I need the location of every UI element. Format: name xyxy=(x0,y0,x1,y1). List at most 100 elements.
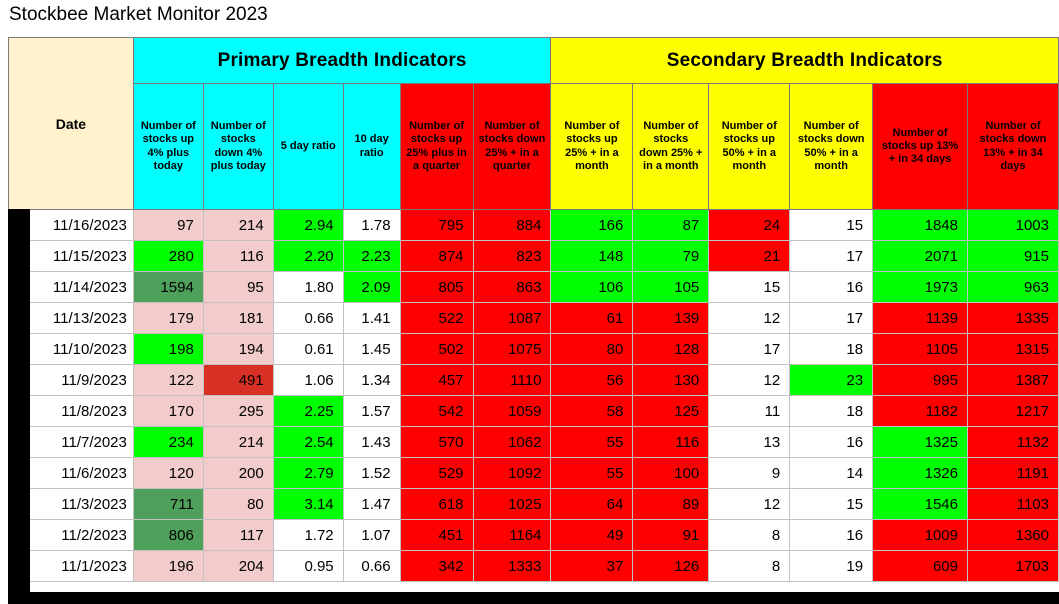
value-cell[interactable]: 0.61 xyxy=(272,333,344,365)
value-cell[interactable]: 55 xyxy=(550,457,634,489)
value-cell[interactable]: 1059 xyxy=(472,395,552,427)
value-cell[interactable]: 14 xyxy=(789,457,874,489)
value-cell[interactable]: 200 xyxy=(202,457,274,489)
value-cell[interactable]: 2.25 xyxy=(272,395,344,427)
value-cell[interactable]: 1.52 xyxy=(342,457,401,489)
value-cell[interactable]: 1.80 xyxy=(272,271,344,303)
value-cell[interactable]: 1360 xyxy=(966,519,1059,551)
value-cell[interactable]: 198 xyxy=(132,333,204,365)
primary-breadth-band-header[interactable]: Primary Breadth Indicators xyxy=(132,37,552,84)
value-cell[interactable]: 1387 xyxy=(966,364,1059,396)
value-cell[interactable]: 2.20 xyxy=(272,240,344,272)
value-cell[interactable]: 0.66 xyxy=(272,302,344,334)
column-header-5-day-ratio[interactable]: 5 day ratio xyxy=(272,83,344,210)
value-cell[interactable]: 128 xyxy=(632,333,710,365)
value-cell[interactable]: 963 xyxy=(966,271,1059,303)
value-cell[interactable]: 1325 xyxy=(872,426,968,458)
value-cell[interactable]: 166 xyxy=(550,209,634,241)
value-cell[interactable]: 863 xyxy=(472,271,552,303)
value-cell[interactable]: 2071 xyxy=(872,240,968,272)
value-cell[interactable]: 1335 xyxy=(966,302,1059,334)
value-cell[interactable]: 874 xyxy=(399,240,474,272)
value-cell[interactable]: 1092 xyxy=(472,457,552,489)
value-cell[interactable]: 17 xyxy=(789,302,874,334)
value-cell[interactable]: 1546 xyxy=(872,488,968,520)
value-cell[interactable]: 280 xyxy=(132,240,204,272)
value-cell[interactable]: 2.94 xyxy=(272,209,344,241)
value-cell[interactable]: 79 xyxy=(632,240,710,272)
value-cell[interactable]: 1139 xyxy=(872,302,968,334)
value-cell[interactable]: 1326 xyxy=(872,457,968,489)
value-cell[interactable]: 522 xyxy=(399,302,474,334)
value-cell[interactable]: 1973 xyxy=(872,271,968,303)
column-header-down-13pct-34-days[interactable]: Number of stocks down 13% + in 34 days xyxy=(966,83,1059,210)
column-header-down-50pct-month[interactable]: Number of stocks down 50% + in a month xyxy=(789,83,874,210)
value-cell[interactable]: 609 xyxy=(872,550,968,582)
value-cell[interactable]: 529 xyxy=(399,457,474,489)
value-cell[interactable]: 117 xyxy=(202,519,274,551)
value-cell[interactable]: 21 xyxy=(708,240,791,272)
value-cell[interactable]: 806 xyxy=(132,519,204,551)
value-cell[interactable]: 12 xyxy=(708,488,791,520)
value-cell[interactable]: 1703 xyxy=(966,550,1059,582)
value-cell[interactable]: 148 xyxy=(550,240,634,272)
value-cell[interactable]: 130 xyxy=(632,364,710,396)
value-cell[interactable]: 1.57 xyxy=(342,395,401,427)
value-cell[interactable]: 55 xyxy=(550,426,634,458)
column-header-10-day-ratio[interactable]: 10 day ratio xyxy=(342,83,401,210)
value-cell[interactable]: 805 xyxy=(399,271,474,303)
column-header-down-25pct-month[interactable]: Number of stocks down 25% + in a month xyxy=(632,83,710,210)
value-cell[interactable]: 1.45 xyxy=(342,333,401,365)
value-cell[interactable]: 1.06 xyxy=(272,364,344,396)
value-cell[interactable]: 711 xyxy=(132,488,204,520)
value-cell[interactable]: 1132 xyxy=(966,426,1059,458)
value-cell[interactable]: 884 xyxy=(472,209,552,241)
value-cell[interactable]: 23 xyxy=(789,364,874,396)
value-cell[interactable]: 3.14 xyxy=(272,488,344,520)
value-cell[interactable]: 795 xyxy=(399,209,474,241)
value-cell[interactable]: 64 xyxy=(550,488,634,520)
value-cell[interactable]: 295 xyxy=(202,395,274,427)
value-cell[interactable]: 116 xyxy=(202,240,274,272)
value-cell[interactable]: 1217 xyxy=(966,395,1059,427)
value-cell[interactable]: 823 xyxy=(472,240,552,272)
value-cell[interactable]: 17 xyxy=(789,240,874,272)
value-cell[interactable]: 1315 xyxy=(966,333,1059,365)
value-cell[interactable]: 1333 xyxy=(472,550,552,582)
column-header-up-50pct-month[interactable]: Number of stocks up 50% + in a month xyxy=(708,83,791,210)
value-cell[interactable]: 234 xyxy=(132,426,204,458)
value-cell[interactable]: 1.41 xyxy=(342,302,401,334)
value-cell[interactable]: 1.72 xyxy=(272,519,344,551)
value-cell[interactable]: 49 xyxy=(550,519,634,551)
value-cell[interactable]: 181 xyxy=(202,302,274,334)
value-cell[interactable]: 1062 xyxy=(472,426,552,458)
value-cell[interactable]: 100 xyxy=(632,457,710,489)
value-cell[interactable]: 56 xyxy=(550,364,634,396)
value-cell[interactable]: 80 xyxy=(202,488,274,520)
value-cell[interactable]: 457 xyxy=(399,364,474,396)
value-cell[interactable]: 1.47 xyxy=(342,488,401,520)
secondary-breadth-band-header[interactable]: Secondary Breadth Indicators xyxy=(550,37,1059,84)
value-cell[interactable]: 126 xyxy=(632,550,710,582)
value-cell[interactable]: 8 xyxy=(708,519,791,551)
value-cell[interactable]: 1025 xyxy=(472,488,552,520)
value-cell[interactable]: 18 xyxy=(789,395,874,427)
value-cell[interactable]: 618 xyxy=(399,488,474,520)
value-cell[interactable]: 61 xyxy=(550,302,634,334)
value-cell[interactable]: 16 xyxy=(789,426,874,458)
value-cell[interactable]: 11 xyxy=(708,395,791,427)
value-cell[interactable]: 995 xyxy=(872,364,968,396)
value-cell[interactable]: 125 xyxy=(632,395,710,427)
value-cell[interactable]: 58 xyxy=(550,395,634,427)
value-cell[interactable]: 116 xyxy=(632,426,710,458)
value-cell[interactable]: 2.54 xyxy=(272,426,344,458)
value-cell[interactable]: 0.66 xyxy=(342,550,401,582)
value-cell[interactable]: 342 xyxy=(399,550,474,582)
value-cell[interactable]: 97 xyxy=(132,209,204,241)
value-cell[interactable]: 1110 xyxy=(472,364,552,396)
value-cell[interactable]: 1182 xyxy=(872,395,968,427)
value-cell[interactable]: 15 xyxy=(708,271,791,303)
column-header-up-4pct-today[interactable]: Number of stocks up 4% plus today xyxy=(132,83,204,210)
value-cell[interactable]: 17 xyxy=(708,333,791,365)
value-cell[interactable]: 9 xyxy=(708,457,791,489)
